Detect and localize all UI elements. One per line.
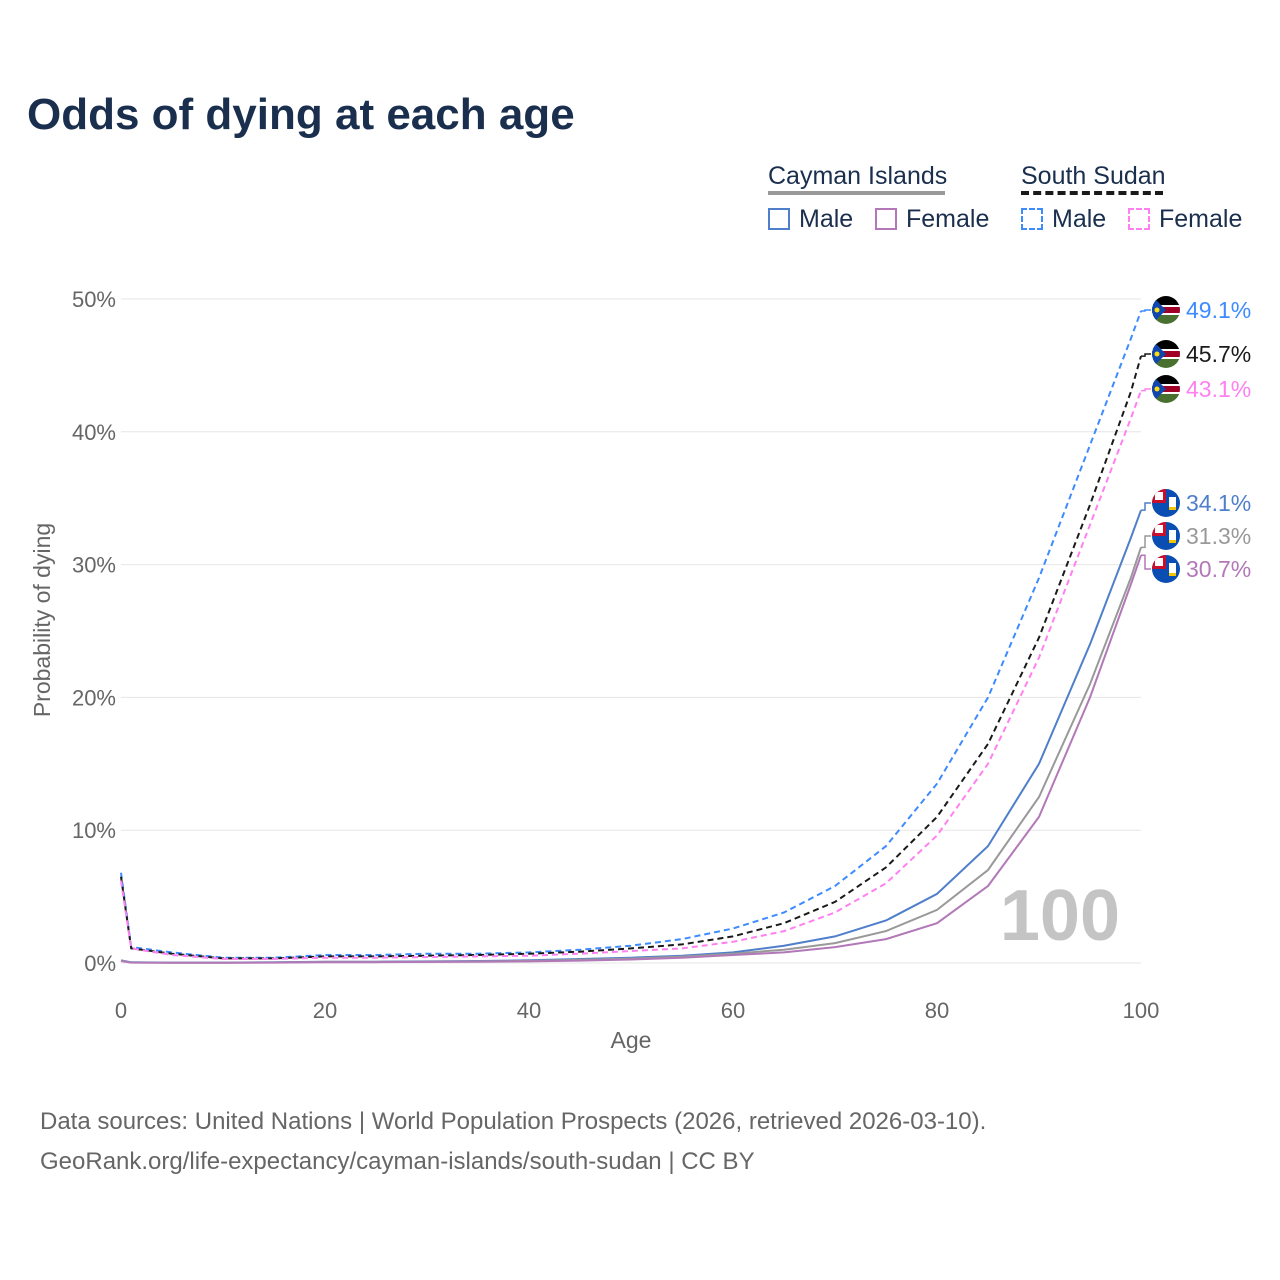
series-line-ci_both: [120, 546, 1142, 964]
south-sudan-flag-icon: [1152, 375, 1180, 403]
x-axis-label: Age: [611, 1027, 652, 1053]
x-tick-label: 20: [313, 998, 337, 1023]
y-tick-label: 20%: [72, 685, 116, 710]
end-value-label: 31.3%: [1186, 523, 1251, 549]
x-tick-label: 60: [721, 998, 745, 1023]
series-line-ss_both: [120, 355, 1142, 960]
legend-ci-male-swatch: [768, 208, 790, 230]
cayman-islands-flag-icon: [1152, 489, 1180, 517]
chart-title: Odds of dying at each age: [27, 90, 575, 139]
end-value-label: 34.1%: [1186, 490, 1251, 516]
label-leader: [1141, 309, 1151, 312]
label-leader: [1141, 535, 1151, 549]
watermark-age: 100: [1000, 876, 1120, 956]
legend-ci-female-label: Female: [906, 205, 990, 233]
end-value-label: 43.1%: [1186, 376, 1251, 402]
series-line-ci_female: [120, 554, 1142, 964]
end-value-label: 45.7%: [1186, 341, 1251, 367]
x-tick-label: 100: [1123, 998, 1160, 1023]
label-leader: [1141, 502, 1151, 511]
end-value-label: 49.1%: [1186, 297, 1251, 323]
legend-south-sudan-line: [1021, 191, 1163, 195]
series-line-ci_male: [120, 509, 1142, 964]
series-line-ss_female: [120, 390, 1142, 960]
y-tick-label: 40%: [72, 420, 116, 445]
legend-ss-male-swatch: [1021, 208, 1043, 230]
legend-ci-female-swatch: [875, 208, 897, 230]
x-tick-label: 40: [517, 998, 541, 1023]
y-tick-label: 30%: [72, 553, 116, 578]
y-tick-label: 0%: [84, 951, 116, 976]
label-leader: [1141, 388, 1151, 392]
legend-cayman-line: [768, 191, 945, 195]
legend-ss-male-label: Male: [1052, 205, 1107, 233]
series-line-ss_male: [120, 310, 1142, 959]
south-sudan-flag-icon: [1152, 296, 1180, 324]
label-leader: [1141, 554, 1151, 570]
y-tick-label: 10%: [72, 818, 116, 843]
legend-ci-male-label: Male: [799, 205, 854, 233]
legend-group-cayman-islands: Cayman Islands: [768, 162, 948, 190]
cayman-islands-flag-icon: [1152, 522, 1180, 550]
x-tick-label: 80: [925, 998, 949, 1023]
cayman-islands-flag-icon: [1152, 555, 1180, 583]
label-leader: [1141, 353, 1151, 357]
source-line-1: Data sources: United Nations | World Pop…: [40, 1108, 987, 1135]
south-sudan-flag-icon: [1152, 340, 1180, 368]
legend-group-south-sudan: South Sudan: [1021, 162, 1166, 190]
x-tick-label: 0: [115, 998, 127, 1023]
y-axis-label: Probability of dying: [29, 523, 55, 717]
end-value-label: 30.7%: [1186, 556, 1251, 582]
legend-ss-female-swatch: [1128, 208, 1150, 230]
source-line-2[interactable]: GeoRank.org/life-expectancy/cayman-islan…: [40, 1148, 755, 1175]
y-tick-label: 50%: [72, 287, 116, 312]
legend-ss-female-label: Female: [1159, 205, 1243, 233]
